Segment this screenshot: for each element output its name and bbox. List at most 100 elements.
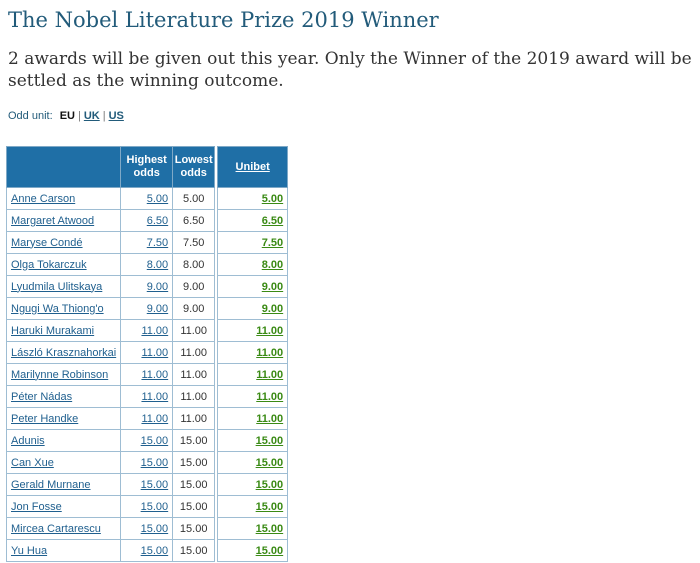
- odd-unit-option-eu[interactable]: EU: [59, 110, 75, 122]
- lowest-odds-value: 11.00: [172, 385, 216, 408]
- highest-odds-link[interactable]: 6.50: [146, 214, 169, 227]
- unibet-odds-link[interactable]: 15.00: [255, 544, 284, 557]
- highest-odds-link[interactable]: 15.00: [140, 456, 169, 469]
- candidate-name-link[interactable]: Ngugi Wa Thiong'o: [11, 302, 104, 315]
- candidate-name-link[interactable]: Can Xue: [11, 456, 54, 469]
- unibet-odds-link[interactable]: 6.50: [261, 214, 284, 227]
- table-row: Péter Nádas 11.00 11.00 11.00: [5, 385, 289, 408]
- page-subtitle: 2 awards will be given out this year. On…: [8, 49, 692, 91]
- highest-odds-link[interactable]: 9.00: [146, 302, 169, 315]
- odds-table: Highest odds Lowest odds Unibet Anne Car…: [5, 146, 289, 562]
- candidate-name-link[interactable]: Péter Nádas: [11, 390, 73, 403]
- column-gap: [214, 297, 218, 320]
- highest-odds-cell: 15.00: [120, 495, 174, 518]
- highest-odds-link[interactable]: 11.00: [141, 412, 169, 425]
- highest-odds-cell: 11.00: [120, 407, 174, 430]
- candidate-name-link[interactable]: Adunis: [11, 434, 45, 447]
- candidate-name-link[interactable]: Lyudmila Ulitskaya: [11, 280, 103, 293]
- unibet-odds-cell: 11.00: [217, 363, 289, 386]
- candidate-name-link[interactable]: Mircea Cartarescu: [11, 522, 101, 535]
- candidate-name-link[interactable]: Anne Carson: [11, 192, 76, 205]
- lowest-odds-value: 15.00: [172, 539, 216, 562]
- highest-odds-link[interactable]: 8.00: [146, 258, 169, 271]
- candidate-name-cell: László Krasznahorkai: [5, 341, 122, 364]
- candidate-name-link[interactable]: Maryse Condé: [11, 236, 83, 249]
- odd-unit-option-uk[interactable]: UK: [83, 110, 100, 122]
- highest-odds-link[interactable]: 11.00: [141, 324, 169, 337]
- candidate-name-link[interactable]: Marilynne Robinson: [11, 368, 109, 381]
- highest-odds-cell: 15.00: [120, 473, 174, 496]
- page-title: The Nobel Literature Prize 2019 Winner: [8, 8, 439, 32]
- highest-odds-link[interactable]: 7.50: [146, 236, 169, 249]
- highest-odds-cell: 6.50: [120, 209, 174, 232]
- unibet-odds-link[interactable]: 9.00: [261, 280, 284, 293]
- unibet-odds-cell: 9.00: [217, 275, 289, 298]
- highest-odds-link[interactable]: 15.00: [140, 544, 169, 557]
- lowest-odds-value: 15.00: [172, 495, 216, 518]
- unibet-odds-link[interactable]: 15.00: [255, 456, 284, 469]
- highest-odds-cell: 9.00: [120, 297, 174, 320]
- unibet-odds-cell: 15.00: [217, 517, 289, 540]
- unibet-odds-cell: 11.00: [217, 341, 289, 364]
- bookmaker-link[interactable]: Unibet: [235, 160, 270, 173]
- unibet-odds-cell: 11.00: [217, 407, 289, 430]
- column-gap: [214, 407, 218, 430]
- odd-unit-selector: Odd unit: EU | UK | US: [8, 110, 124, 122]
- highest-odds-link[interactable]: 15.00: [140, 434, 169, 447]
- unibet-odds-link[interactable]: 5.00: [261, 192, 284, 205]
- column-gap: [214, 275, 218, 298]
- unibet-odds-link[interactable]: 15.00: [255, 434, 284, 447]
- unibet-odds-link[interactable]: 11.00: [256, 368, 284, 381]
- lowest-odds-value: 15.00: [172, 517, 216, 540]
- candidate-name-link[interactable]: Olga Tokarczuk: [11, 258, 87, 271]
- lowest-odds-value: 15.00: [172, 473, 216, 496]
- candidate-name-link[interactable]: Haruki Murakami: [11, 324, 95, 337]
- highest-odds-link[interactable]: 5.00: [146, 192, 169, 205]
- odd-unit-label: Odd unit:: [8, 110, 53, 122]
- column-gap: [214, 363, 218, 386]
- table-row: Ngugi Wa Thiong'o 9.00 9.00 9.00: [5, 297, 289, 320]
- lowest-odds-value: 11.00: [172, 319, 216, 342]
- table-row: Adunis 15.00 15.00 15.00: [5, 429, 289, 452]
- unibet-odds-link[interactable]: 9.00: [261, 302, 284, 315]
- unibet-odds-cell: 7.50: [217, 231, 289, 254]
- highest-odds-link[interactable]: 15.00: [140, 500, 169, 513]
- candidate-name-link[interactable]: Yu Hua: [11, 544, 48, 557]
- unibet-odds-link[interactable]: 15.00: [255, 500, 284, 513]
- candidate-name-cell: Maryse Condé: [5, 231, 122, 254]
- candidate-name-link[interactable]: Margaret Atwood: [11, 214, 95, 227]
- candidate-name-cell: Ngugi Wa Thiong'o: [5, 297, 122, 320]
- header-lowest-odds: Lowest odds: [172, 146, 216, 188]
- candidate-name-link[interactable]: Peter Handke: [11, 412, 79, 425]
- unibet-odds-link[interactable]: 15.00: [255, 522, 284, 535]
- candidate-name-cell: Olga Tokarczuk: [5, 253, 122, 276]
- candidate-name-link[interactable]: Jon Fosse: [11, 500, 62, 513]
- highest-odds-link[interactable]: 11.00: [141, 368, 169, 381]
- highest-odds-link[interactable]: 15.00: [140, 522, 169, 535]
- candidate-name-link[interactable]: Gerald Murnane: [11, 478, 91, 491]
- highest-odds-link[interactable]: 9.00: [146, 280, 169, 293]
- highest-odds-cell: 5.00: [120, 187, 174, 210]
- lowest-odds-value: 15.00: [172, 429, 216, 452]
- table-row: Mircea Cartarescu 15.00 15.00 15.00: [5, 517, 289, 540]
- candidate-name-cell: Gerald Murnane: [5, 473, 122, 496]
- unibet-odds-link[interactable]: 11.00: [256, 346, 284, 359]
- unibet-odds-cell: 15.00: [217, 495, 289, 518]
- unibet-odds-link[interactable]: 11.00: [256, 412, 284, 425]
- odd-unit-option-us[interactable]: US: [108, 110, 124, 122]
- highest-odds-link[interactable]: 11.00: [141, 390, 169, 403]
- column-gap: [214, 209, 218, 232]
- unibet-odds-link[interactable]: 11.00: [256, 390, 284, 403]
- candidate-name-link[interactable]: László Krasznahorkai: [11, 346, 117, 359]
- unibet-odds-link[interactable]: 15.00: [255, 478, 284, 491]
- candidate-name-cell: Adunis: [5, 429, 122, 452]
- unibet-odds-link[interactable]: 8.00: [261, 258, 284, 271]
- unibet-odds-link[interactable]: 11.00: [256, 324, 284, 337]
- unibet-odds-link[interactable]: 7.50: [261, 236, 284, 249]
- column-gap: [214, 385, 218, 408]
- highest-odds-link[interactable]: 15.00: [140, 478, 169, 491]
- column-gap: [214, 517, 218, 540]
- highest-odds-cell: 15.00: [120, 429, 174, 452]
- highest-odds-link[interactable]: 11.00: [141, 346, 169, 359]
- table-row: Margaret Atwood 6.50 6.50 6.50: [5, 209, 289, 232]
